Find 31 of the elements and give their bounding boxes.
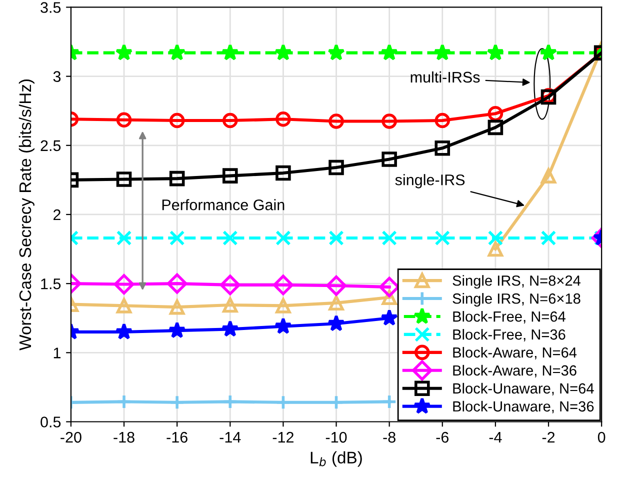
y-tick-label: 1.5 bbox=[41, 278, 61, 290]
legend-label: Block-Free, N=64 bbox=[453, 311, 566, 324]
x-tick-label: -10 bbox=[326, 432, 347, 443]
x-tick-label: -2 bbox=[542, 432, 555, 443]
x-tick-label: -14 bbox=[220, 432, 241, 443]
y-tick-label: 0.5 bbox=[40, 416, 61, 428]
y-tick-label: 2 bbox=[54, 209, 60, 220]
y-tick-label: 3 bbox=[53, 71, 61, 82]
y-tick-label: 3.5 bbox=[40, 2, 61, 13]
y-axis-title: Worst-Case Secrecy Rate (bits/s/Hz) bbox=[18, 80, 34, 350]
legend-label: Block-Unaware, N=36 bbox=[453, 400, 594, 414]
legend-label: Block-Unaware, N=64 bbox=[453, 382, 594, 396]
legend-label: Block-Free, N=36 bbox=[453, 328, 566, 342]
x-tick-label: -20 bbox=[60, 432, 82, 443]
legend-label: Single IRS, N=6×18 bbox=[452, 293, 580, 307]
x-tick-label: -4 bbox=[489, 432, 502, 443]
x-tick-label: -6 bbox=[436, 432, 449, 443]
annotation: single-IRS bbox=[395, 174, 465, 188]
legend-label: Block-Aware, N=36 bbox=[453, 364, 576, 378]
x-tick-label: -12 bbox=[272, 432, 294, 443]
annotation: multi-IRSs bbox=[410, 71, 480, 83]
legend-label: Block-Aware, N=64 bbox=[453, 346, 577, 360]
x-tick-label: -8 bbox=[383, 432, 396, 443]
y-tick-label: 1 bbox=[54, 348, 60, 358]
annotation: Performance Gain bbox=[162, 199, 284, 210]
y-tick-label: 2.5 bbox=[40, 140, 61, 152]
x-axis-title: L$_{b}$ (dB) bbox=[310, 451, 362, 467]
legend-label: Single IRS, N=8×24 bbox=[452, 275, 581, 289]
x-tick-label: -16 bbox=[166, 432, 188, 443]
x-tick-label: 0 bbox=[598, 432, 606, 443]
x-tick-label: -18 bbox=[114, 432, 134, 443]
